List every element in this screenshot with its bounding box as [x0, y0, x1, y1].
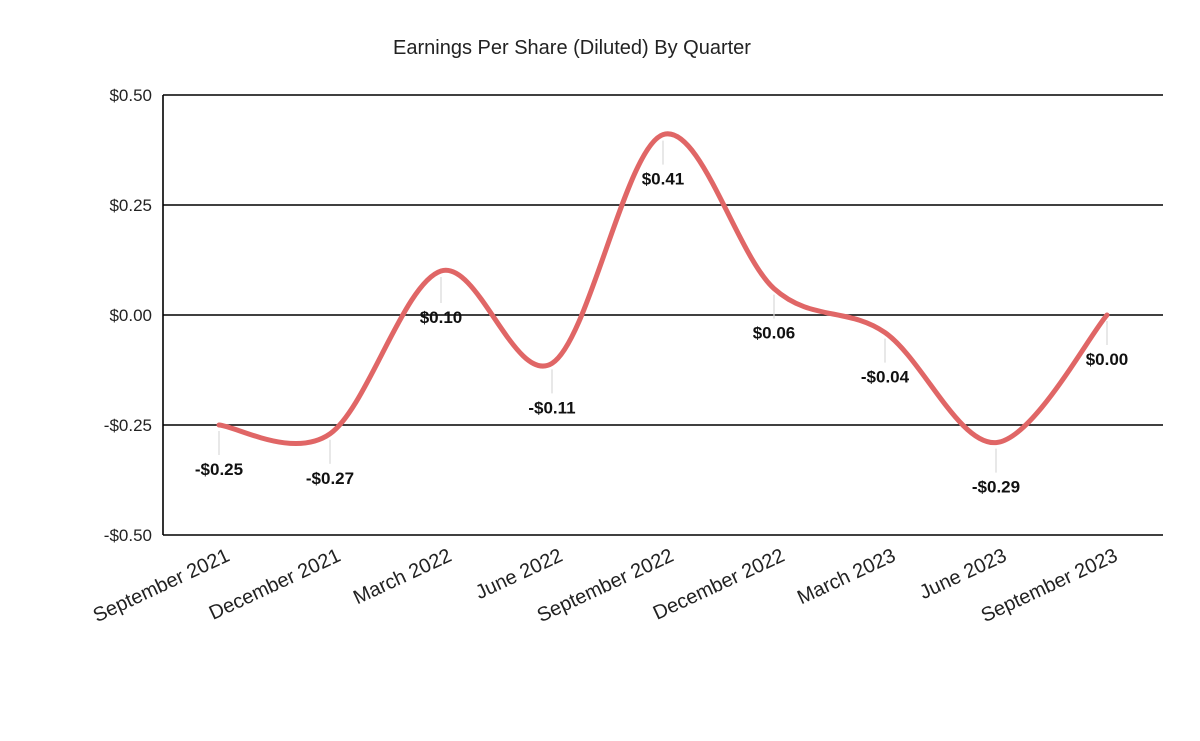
data-label: -$0.25	[195, 460, 243, 479]
x-tick-label: March 2023	[794, 545, 899, 610]
gridlines	[162, 94, 1163, 536]
x-tick-label: June 2023	[916, 545, 1010, 604]
x-tick-label: June 2022	[472, 545, 566, 604]
y-tick-label: -$0.25	[104, 416, 152, 435]
chart-title: Earnings Per Share (Diluted) By Quarter	[393, 37, 751, 59]
y-tick-label: $0.50	[109, 86, 152, 105]
data-label: $0.06	[753, 324, 796, 343]
data-label: $0.00	[1086, 350, 1129, 369]
series-line	[216, 131, 1110, 446]
data-label: $0.41	[642, 170, 685, 189]
y-tick-label: -$0.50	[104, 526, 152, 545]
data-labels: -$0.25 -$0.27 $0.10 -$0.11 $0.41 $0.06 -$0.04 -…	[195, 170, 1128, 497]
data-label: -$0.29	[972, 478, 1020, 497]
series-layer	[216, 131, 1110, 446]
data-label: $0.10	[420, 308, 463, 327]
y-axis-tick-labels: $0.50 $0.25 $0.00 -$0.25 -$0.50	[104, 86, 152, 545]
y-tick-label: $0.00	[109, 306, 152, 325]
data-label: -$0.11	[528, 398, 575, 417]
data-label-leaders	[218, 140, 1108, 473]
data-label: -$0.04	[861, 368, 910, 387]
y-tick-label: $0.25	[109, 196, 152, 215]
x-tick-label: March 2022	[350, 545, 455, 610]
data-label: -$0.27	[306, 469, 354, 488]
